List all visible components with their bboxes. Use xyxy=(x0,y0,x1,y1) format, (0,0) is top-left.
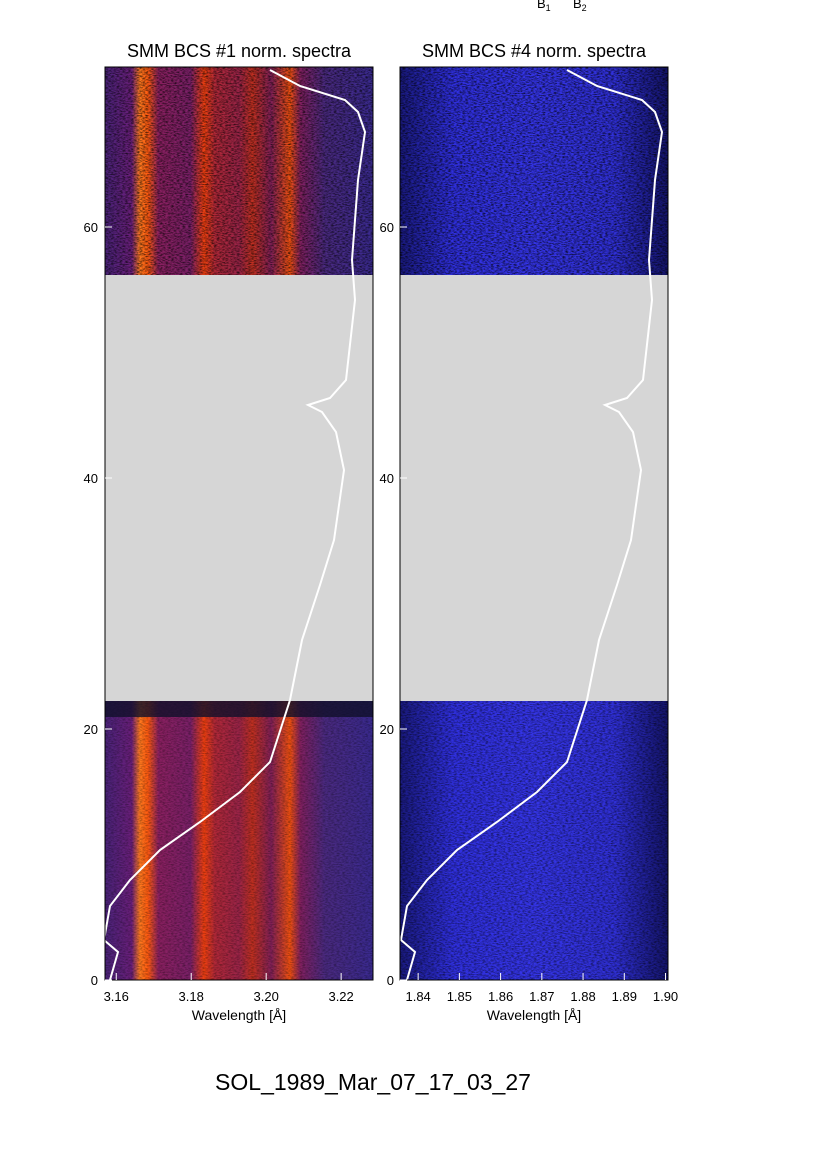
y-tick-label: 20 xyxy=(380,722,394,737)
y-tick-label: 0 xyxy=(91,973,98,988)
y-tick-label: 60 xyxy=(84,220,98,235)
x-axis-label: Wavelength [Å] xyxy=(487,1007,581,1023)
plot-frame xyxy=(104,66,374,981)
x-tick-label: 3.20 xyxy=(254,989,279,1004)
y-tick-label: 0 xyxy=(387,973,394,988)
x-tick-label: 1.88 xyxy=(570,989,595,1004)
x-tick-label: 1.89 xyxy=(612,989,637,1004)
y-tick-label: 20 xyxy=(84,722,98,737)
chart-title: SMM BCS #1 norm. spectra xyxy=(127,41,352,61)
x-tick-label: 1.87 xyxy=(529,989,554,1004)
x-tick-label: 3.22 xyxy=(328,989,353,1004)
plot-frame xyxy=(399,66,669,981)
x-tick-label: 1.90 xyxy=(653,989,678,1004)
x-tick-label: 1.85 xyxy=(447,989,472,1004)
footer: SOL_1989_Mar_07_17_03_27 xyxy=(215,1069,531,1095)
panel-2-image xyxy=(400,67,668,981)
x-tick-label: 1.84 xyxy=(405,989,430,1004)
marker-label: B2 xyxy=(573,0,587,13)
x-tick-label: 3.16 xyxy=(104,989,129,1004)
chart-title: SMM BCS #4 norm. spectra xyxy=(422,41,647,61)
x-tick-label: 1.86 xyxy=(488,989,513,1004)
y-tick-label: 60 xyxy=(380,220,394,235)
x-axis-label: Wavelength [Å] xyxy=(192,1007,286,1023)
marker-label: B1 xyxy=(537,0,551,13)
y-tick-label: 40 xyxy=(84,471,98,486)
panel-1-image xyxy=(103,67,373,981)
y-tick-label: 40 xyxy=(380,471,394,486)
x-tick-label: 3.18 xyxy=(179,989,204,1004)
